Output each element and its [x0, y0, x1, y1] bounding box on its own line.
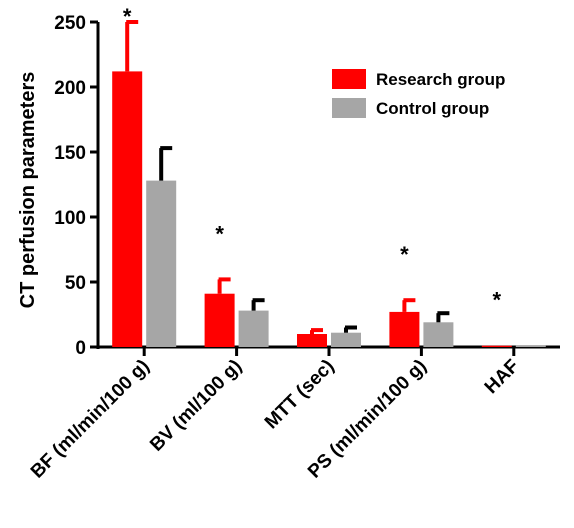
legend-swatch-research: [332, 69, 366, 89]
bar-research: [112, 71, 143, 348]
bar-research: [297, 334, 327, 347]
x-tick-label: BV (ml/100 g): [146, 356, 246, 456]
significance-marker: *: [493, 288, 502, 313]
bar-control: [331, 332, 361, 347]
y-tick-label: 100: [54, 208, 86, 229]
x-tick-label: MTT (sec): [261, 356, 339, 434]
y-axis: 0 50 100 150 200 250: [54, 13, 100, 359]
bar-control: [515, 345, 546, 347]
legend-label-control: Control group: [376, 99, 489, 118]
y-tick-label: 150: [54, 143, 86, 164]
y-tick-label: 200: [54, 78, 86, 99]
x-tick-label: BF (ml/min/100 g): [27, 356, 154, 483]
bars: * * * *: [112, 4, 546, 348]
legend-swatch-control: [332, 98, 366, 118]
y-tick-label: 50: [65, 273, 86, 294]
bar-control: [146, 180, 177, 347]
x-axis: BF (ml/min/100 g)BV (ml/100 g) MTT (sec)P…: [27, 345, 560, 483]
bar-research: [204, 293, 235, 347]
legend-label-research: Research group: [376, 70, 505, 89]
x-tick-label: HAF: [481, 356, 523, 398]
significance-marker: *: [400, 242, 409, 267]
bar-control: [238, 310, 269, 347]
legend: Research group Control group: [332, 69, 505, 118]
significance-marker: *: [123, 4, 132, 29]
y-axis-title: CT perfusion parameters: [17, 72, 39, 309]
bar-research: [389, 311, 420, 347]
bar-research: [481, 345, 512, 347]
y-tick-label: 0: [75, 338, 86, 359]
significance-marker: *: [215, 221, 224, 246]
bar-control: [423, 322, 454, 347]
y-tick-label: 250: [54, 13, 86, 34]
